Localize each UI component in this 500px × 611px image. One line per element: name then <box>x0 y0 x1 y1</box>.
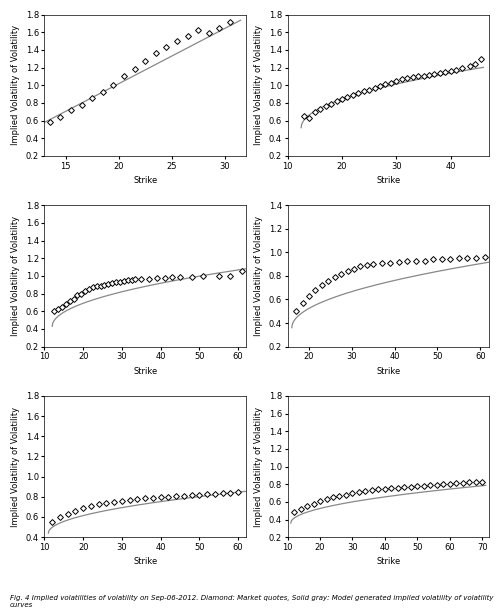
Y-axis label: Implied Volatility of Volatility: Implied Volatility of Volatility <box>11 406 20 527</box>
Text: Fig. 4 Implied volatilities of volatility on Sep-06-2012. Diamond: Market quotes: Fig. 4 Implied volatilities of volatilit… <box>10 595 494 608</box>
X-axis label: Strike: Strike <box>133 367 158 376</box>
X-axis label: Strike: Strike <box>133 557 158 566</box>
X-axis label: Strike: Strike <box>376 557 400 566</box>
Y-axis label: Implied Volatility of Volatility: Implied Volatility of Volatility <box>254 25 263 145</box>
Y-axis label: Implied Volatility of Volatility: Implied Volatility of Volatility <box>254 406 263 527</box>
Y-axis label: Implied Volatility of Volatility: Implied Volatility of Volatility <box>11 216 20 336</box>
X-axis label: Strike: Strike <box>376 367 400 376</box>
X-axis label: Strike: Strike <box>376 176 400 185</box>
X-axis label: Strike: Strike <box>133 176 158 185</box>
Y-axis label: Implied Volatility of Volatility: Implied Volatility of Volatility <box>254 216 263 336</box>
Y-axis label: Implied Volatility of Volatility: Implied Volatility of Volatility <box>11 25 20 145</box>
